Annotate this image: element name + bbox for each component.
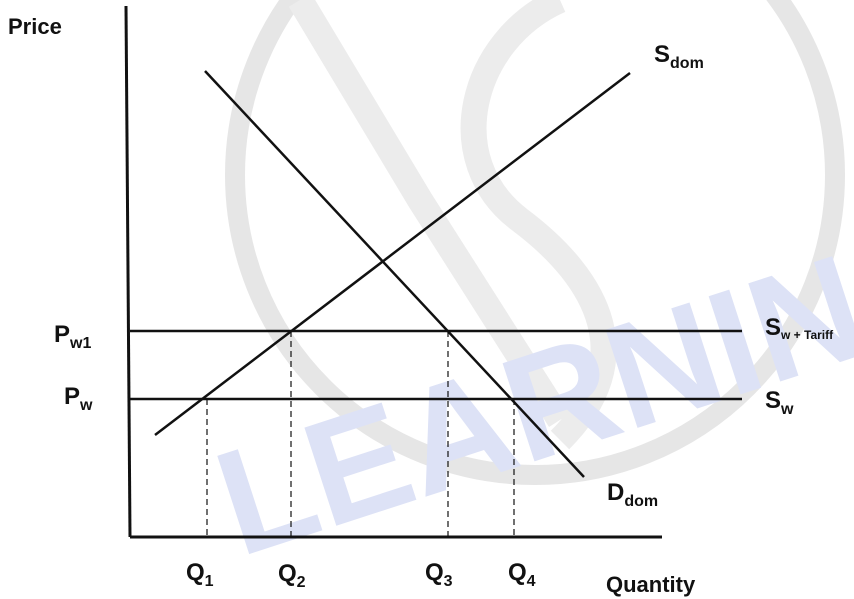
supply-domestic-line: [154, 72, 631, 436]
quantity-label-q1: Q1: [186, 559, 214, 590]
quantity-label-q2: Q2: [278, 560, 306, 591]
y-axis-label: Price: [8, 14, 62, 39]
x-axis-label: Quantity: [606, 572, 696, 597]
y-axis: [124, 5, 132, 538]
dashed-drop-lines: [206, 331, 515, 537]
quantity-label-q4: Q4: [508, 559, 536, 590]
world-supply-tariff-label: Sw + Tariff: [765, 314, 834, 342]
price-label-pw1: Pw1: [54, 321, 91, 352]
world-supply-label: Sw: [765, 387, 794, 418]
demand-domestic-label: Ddom: [607, 479, 658, 510]
watermark-circle: [225, 0, 845, 485]
quantity-label-q3: Q3: [425, 559, 453, 590]
watermark-text: LEARNING: [198, 186, 854, 588]
watermark: LEARNING: [198, 0, 854, 588]
watermark-swirl: [288, 0, 617, 450]
supply-domestic-label: Sdom: [654, 41, 704, 72]
price-label-pw: Pw: [64, 383, 93, 414]
demand-domestic-line: [204, 70, 585, 478]
